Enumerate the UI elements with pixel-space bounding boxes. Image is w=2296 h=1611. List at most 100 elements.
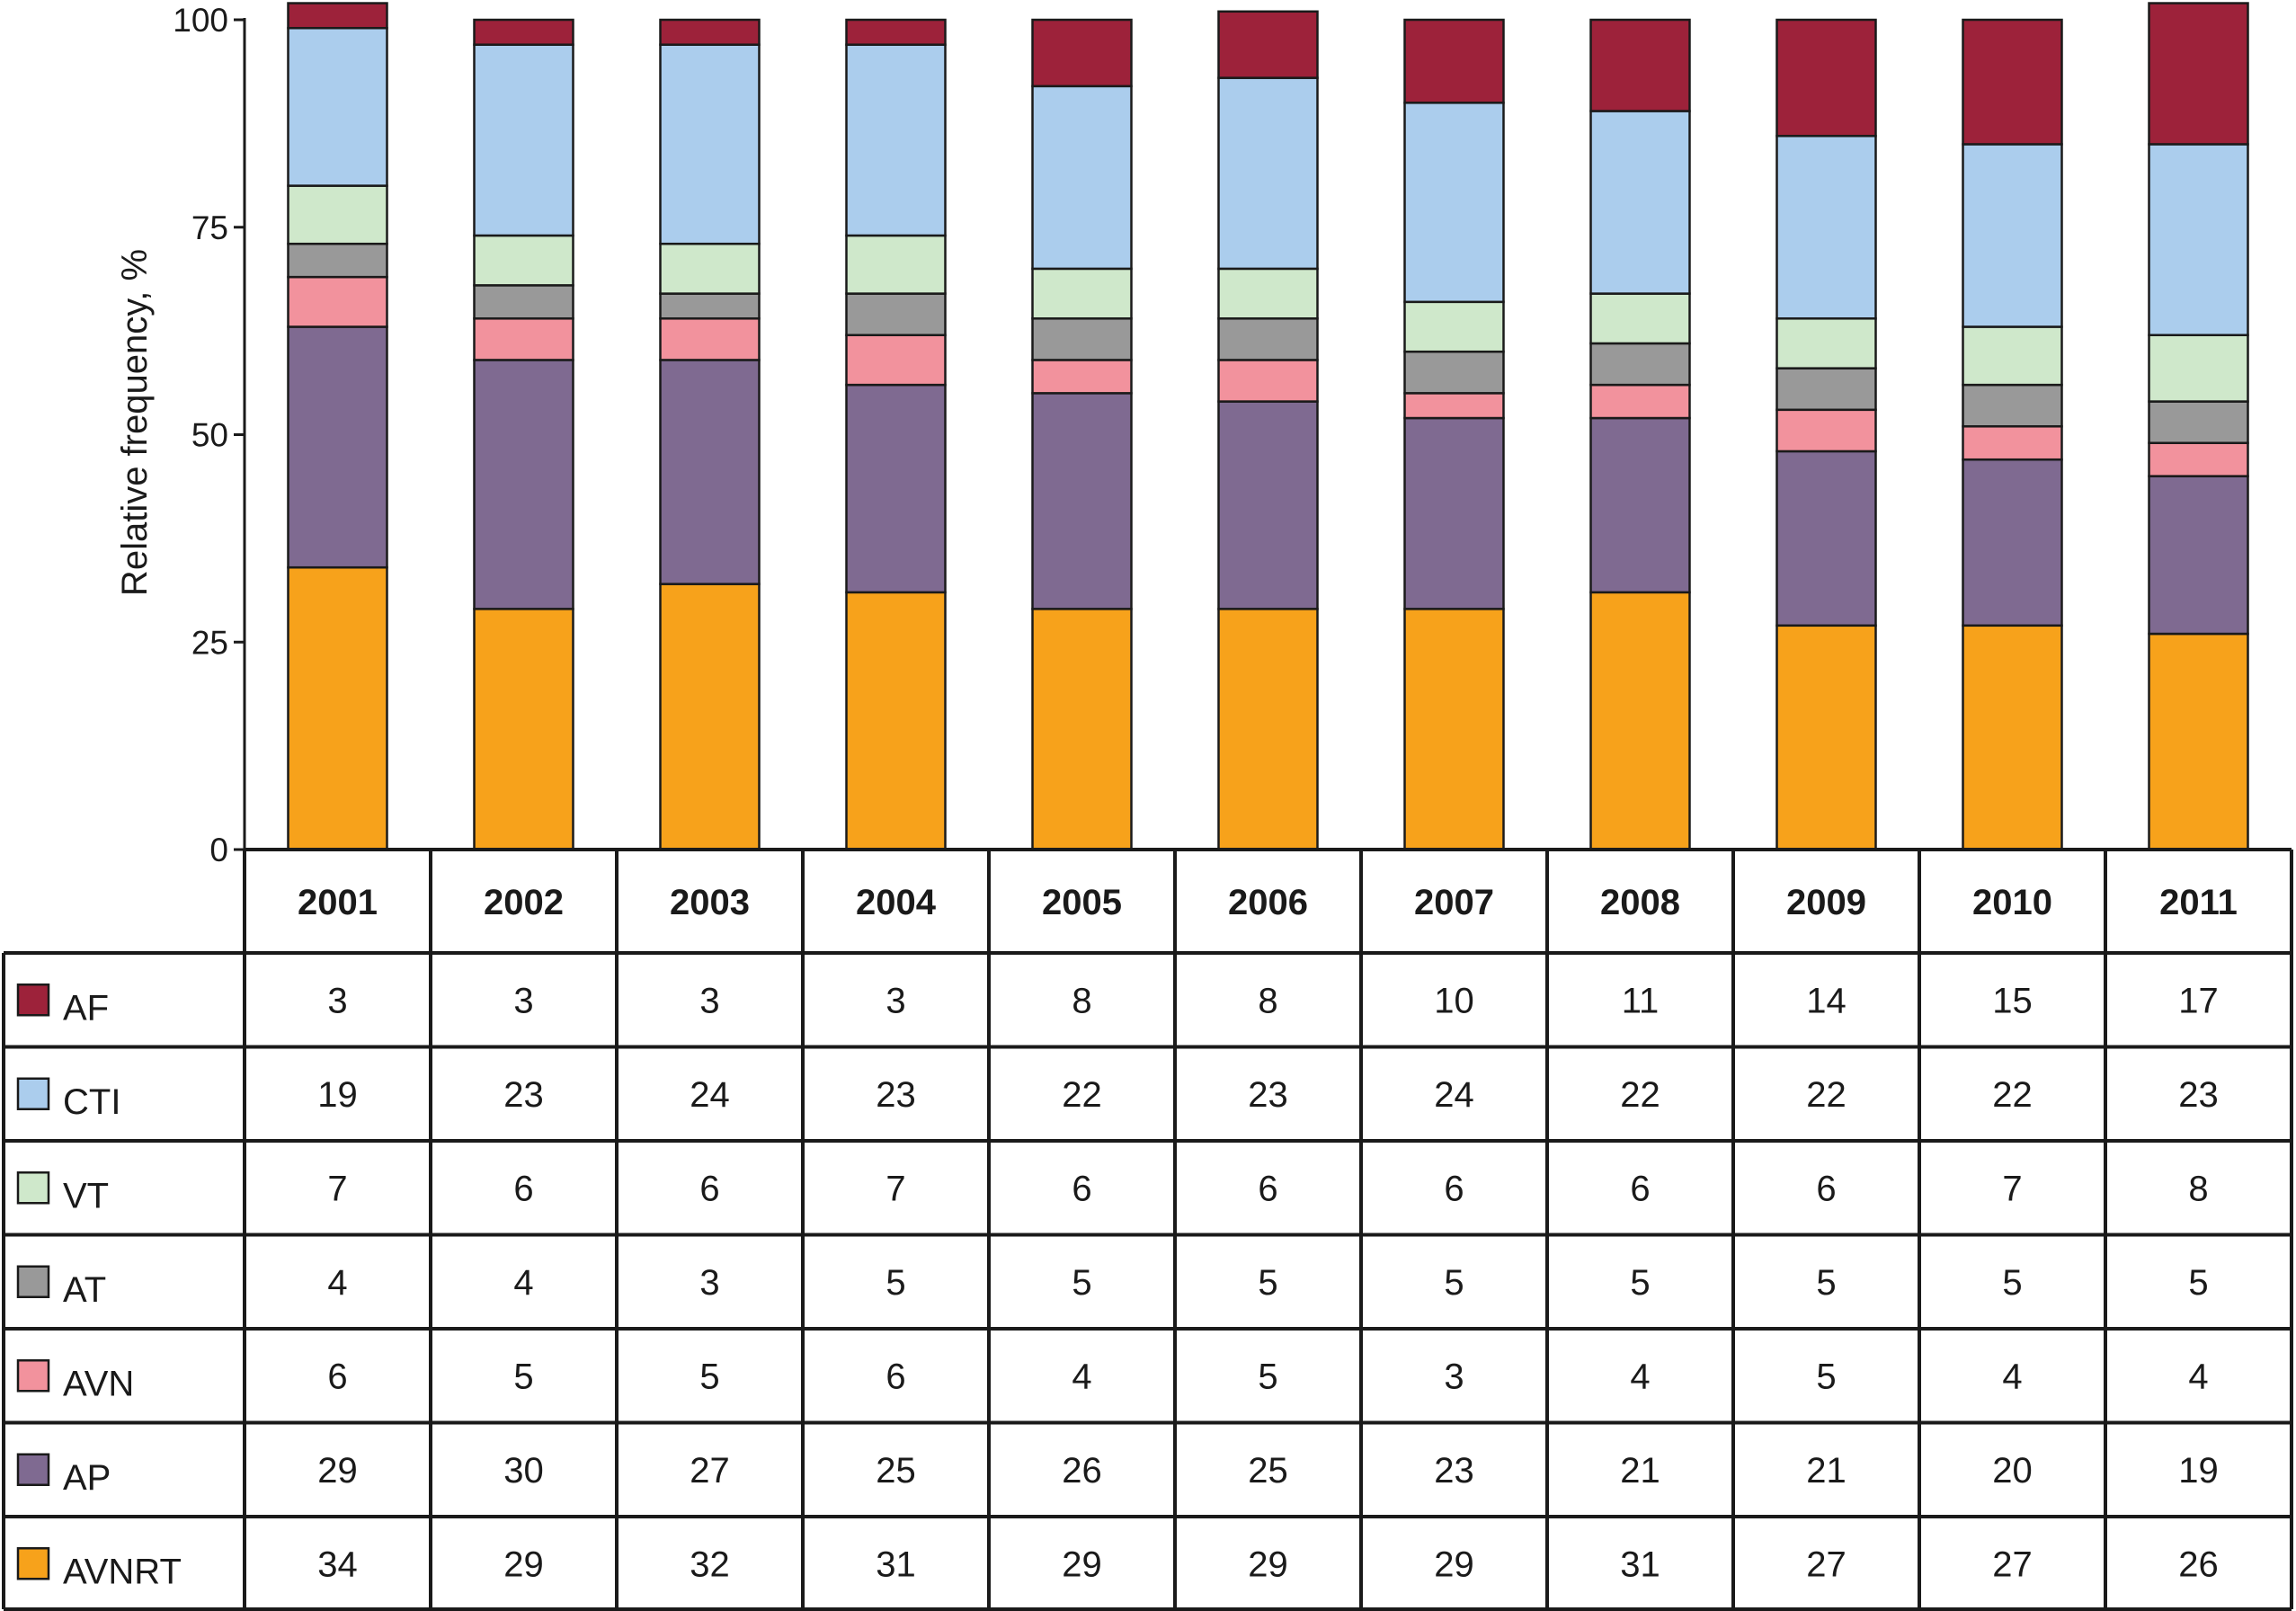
bar-vt-2002 [473, 234, 574, 287]
cell-cti-2008: 22 [1620, 1075, 1660, 1115]
year-header-2007: 2007 [1414, 883, 1494, 922]
legend-label-ap: AP [63, 1458, 111, 1498]
bar-avnrt-2006 [1217, 608, 1319, 851]
cell-af-2004: 3 [885, 981, 905, 1020]
legend-swatch-af [16, 984, 50, 1017]
bar-avnrt-2003 [659, 583, 761, 851]
bar-avn-2002 [473, 317, 574, 361]
bar-af-2009 [1775, 18, 1877, 138]
cell-cti-2001: 19 [317, 1075, 358, 1115]
y-tick-label: 100 [173, 2, 228, 39]
bar-cti-2006 [1217, 76, 1319, 271]
bar-avn-2001 [287, 275, 388, 328]
y-axis: 0 25 50 75 100 [173, 2, 246, 868]
cell-at-2001: 4 [327, 1263, 347, 1303]
cell-avn-2001: 6 [327, 1357, 347, 1396]
legend-swatch-cti [16, 1077, 50, 1110]
cell-cti-2007: 24 [1434, 1075, 1474, 1115]
bar-avnrt-2007 [1403, 608, 1505, 851]
cell-ap-2002: 30 [503, 1451, 544, 1491]
cell-cti-2002: 23 [503, 1075, 544, 1115]
year-header-2004: 2004 [856, 883, 937, 922]
bar-af-2010 [1962, 18, 2063, 146]
year-header-2009: 2009 [1786, 883, 1866, 922]
legend-swatch-at [16, 1265, 50, 1298]
bar-cti-2007 [1403, 102, 1505, 304]
bar-avnrt-2001 [287, 565, 388, 851]
cell-ap-2010: 20 [1992, 1451, 2033, 1491]
bar-vt-2009 [1775, 317, 1877, 369]
legend-swatch-vt [16, 1171, 50, 1205]
cell-af-2006: 8 [1258, 981, 1277, 1020]
cell-vt-2009: 6 [1816, 1169, 1836, 1208]
legend-label-af: AF [63, 988, 109, 1028]
bar-at-2001 [287, 242, 388, 279]
cell-avn-2002: 5 [513, 1357, 533, 1396]
legend-swatch-avnrt [16, 1547, 50, 1580]
year-header-2005: 2005 [1042, 883, 1122, 922]
cell-avnrt-2001: 34 [317, 1544, 358, 1584]
legend-swatch-avn [16, 1359, 50, 1393]
bar-af-2008 [1589, 18, 1691, 112]
cell-at-2004: 5 [885, 1263, 905, 1303]
bar-vt-2003 [659, 242, 761, 295]
bar-at-2002 [473, 284, 574, 320]
legend-label-cti: CTI [63, 1082, 120, 1122]
bar-vt-2001 [287, 184, 388, 245]
year-header-2003: 2003 [670, 883, 750, 922]
cell-af-2005: 8 [1072, 981, 1091, 1020]
cell-avn-2005: 4 [1072, 1357, 1091, 1396]
cell-avn-2006: 5 [1258, 1357, 1277, 1396]
cell-ap-2008: 21 [1620, 1451, 1660, 1491]
legend-label-at: AT [63, 1270, 106, 1310]
cell-avn-2008: 4 [1630, 1357, 1650, 1396]
bar-at-2008 [1589, 342, 1691, 387]
cell-ap-2011: 19 [2178, 1451, 2219, 1491]
cell-cti-2009: 22 [1806, 1075, 1847, 1115]
year-header-2001: 2001 [298, 883, 378, 922]
bar-af-2002 [473, 18, 574, 46]
cell-ap-2005: 26 [1062, 1451, 1102, 1491]
cell-af-2009: 14 [1806, 981, 1847, 1020]
bar-at-2005 [1031, 317, 1133, 361]
bar-ap-2001 [287, 325, 388, 569]
bar-vt-2004 [845, 234, 947, 295]
bar-at-2003 [659, 292, 761, 320]
bar-cti-2002 [473, 43, 574, 237]
bar-avnrt-2004 [845, 591, 947, 851]
bar-avn-2003 [659, 317, 761, 361]
bar-af-2007 [1403, 18, 1505, 104]
bar-af-2005 [1031, 18, 1133, 88]
cell-at-2010: 5 [2002, 1263, 2022, 1303]
bar-avn-2006 [1217, 359, 1319, 403]
cell-avnrt-2010: 27 [1992, 1544, 2033, 1584]
bar-ap-2002 [473, 359, 574, 610]
cell-avn-2010: 4 [2002, 1357, 2022, 1396]
bar-avnrt-2010 [1962, 624, 2063, 851]
cell-avnrt-2005: 29 [1062, 1544, 1102, 1584]
y-axis-label: Relative frequency, % [115, 249, 155, 596]
bar-cti-2005 [1031, 85, 1133, 271]
bar-af-2011 [2148, 2, 2249, 146]
cell-avnrt-2003: 32 [690, 1544, 730, 1584]
bar-at-2011 [2148, 400, 2249, 444]
bar-at-2010 [1962, 383, 2063, 428]
bar-af-2003 [659, 18, 761, 46]
cell-af-2001: 3 [327, 981, 347, 1020]
cell-cti-2005: 22 [1062, 1075, 1102, 1115]
bar-cti-2001 [287, 26, 388, 187]
cell-vt-2006: 6 [1258, 1169, 1277, 1208]
cell-af-2011: 17 [2178, 981, 2219, 1020]
bar-ap-2005 [1031, 392, 1133, 610]
bar-avnrt-2008 [1589, 591, 1691, 851]
bar-avn-2008 [1589, 383, 1691, 420]
bar-avnrt-2009 [1775, 624, 1877, 851]
cell-avn-2004: 6 [885, 1357, 905, 1396]
bar-ap-2010 [1962, 458, 2063, 627]
bar-avn-2009 [1775, 408, 1877, 453]
bar-af-2004 [845, 18, 947, 46]
cell-at-2011: 5 [2188, 1263, 2208, 1303]
bar-vt-2006 [1217, 267, 1319, 320]
cell-ap-2007: 23 [1434, 1451, 1474, 1491]
bar-ap-2007 [1403, 416, 1505, 610]
